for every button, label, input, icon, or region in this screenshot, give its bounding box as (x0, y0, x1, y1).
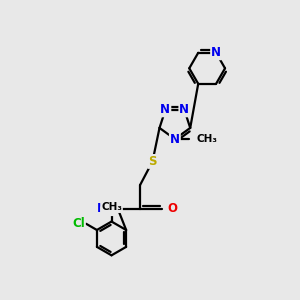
Text: N: N (160, 103, 170, 116)
Text: S: S (148, 155, 157, 168)
Text: N: N (170, 133, 180, 146)
Text: NH: NH (97, 202, 116, 215)
Text: O: O (167, 202, 177, 215)
Text: N: N (179, 103, 189, 116)
Text: N: N (211, 46, 221, 59)
Text: Cl: Cl (72, 217, 85, 230)
Text: CH₃: CH₃ (196, 134, 218, 144)
Text: CH₃: CH₃ (101, 202, 122, 212)
